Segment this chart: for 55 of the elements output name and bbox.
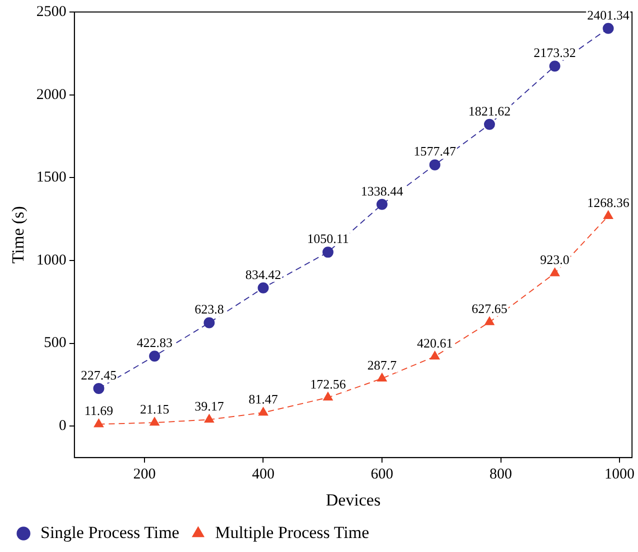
x-tick-label: 1000 xyxy=(604,466,635,483)
data-label: 21.15 xyxy=(140,402,170,417)
y-axis-title: Time (s) xyxy=(8,206,28,264)
point xyxy=(322,246,334,258)
point xyxy=(484,316,494,326)
point xyxy=(258,407,268,416)
data-label: 627.65 xyxy=(472,301,508,316)
data-label: 1338.44 xyxy=(360,183,404,198)
point xyxy=(258,282,269,294)
y-tick-label: 2500 xyxy=(36,4,66,20)
y-tick-label: 500 xyxy=(44,335,66,352)
point xyxy=(430,350,440,360)
point xyxy=(377,372,387,382)
data-label: 420.61 xyxy=(416,335,453,350)
y-tick-label: 1000 xyxy=(36,252,66,268)
y-tick-label: 2000 xyxy=(36,86,66,103)
x-tick-label: 400 xyxy=(252,466,274,483)
data-label: 2401.34 xyxy=(587,7,630,22)
data-label: 834.42 xyxy=(245,266,282,282)
point xyxy=(94,418,104,428)
data-label: 227.45 xyxy=(80,367,117,382)
data-label: 1050.11 xyxy=(307,231,349,246)
data-label: 1268.36 xyxy=(587,194,630,210)
point xyxy=(484,118,495,130)
x-tick-label: 600 xyxy=(370,466,394,483)
point xyxy=(549,60,560,72)
data-label: 287.7 xyxy=(367,357,398,372)
point xyxy=(149,350,160,362)
point xyxy=(204,414,214,423)
point xyxy=(550,268,560,276)
point xyxy=(602,22,614,34)
point xyxy=(603,210,614,220)
data-label: 1821.62 xyxy=(468,103,511,118)
data-label: 1577.47 xyxy=(414,144,456,159)
x-tick-label: 200 xyxy=(133,466,156,483)
data-label: 2173.32 xyxy=(534,45,576,60)
y-tick-label: 1500 xyxy=(36,170,66,186)
y-tick-label: 0 xyxy=(58,418,66,434)
data-label: 172.56 xyxy=(310,376,346,392)
data-label: 39.17 xyxy=(194,398,224,414)
point xyxy=(323,392,333,401)
point xyxy=(93,382,104,394)
point xyxy=(150,417,160,426)
legend-label: Multiple Process Time xyxy=(215,522,370,542)
data-label: 11.69 xyxy=(84,403,114,418)
legend-label: Single Process Time xyxy=(40,522,180,542)
data-label: 81.47 xyxy=(248,392,278,407)
data-label: 422.83 xyxy=(136,335,172,350)
point xyxy=(376,198,388,210)
x-tick-label: 800 xyxy=(490,466,512,483)
point xyxy=(204,317,215,328)
data-label: 623.8 xyxy=(194,302,224,317)
point xyxy=(429,159,440,170)
x-axis-title: Devices xyxy=(326,490,381,510)
data-label: 923.0 xyxy=(540,252,570,268)
